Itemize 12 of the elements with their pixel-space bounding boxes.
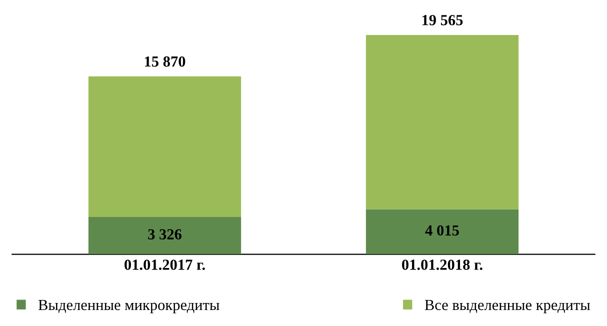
total-label: 15 870 [144, 56, 186, 67]
x-tick-label: 01.01.2018 г. [402, 260, 482, 270]
total-label: 19 565 [422, 15, 463, 26]
legend-label: Выделенные микрокредиты [38, 300, 220, 314]
legend-label: Все выделенные кредиты [424, 300, 590, 314]
data-label: 3 326 [148, 229, 182, 240]
bar [88, 76, 242, 217]
x-tick-label: 01.01.2017 г. [124, 260, 205, 270]
data-label: 4 015 [425, 225, 459, 236]
bar [366, 34, 519, 210]
bar [366, 209, 519, 254]
bar [88, 217, 242, 254]
